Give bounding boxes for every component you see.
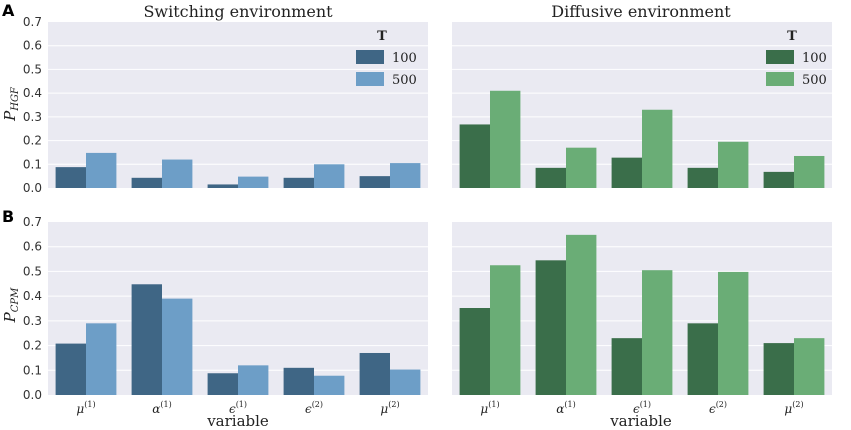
bar-500-2 — [642, 270, 673, 395]
legend-title: T — [787, 29, 797, 44]
bar-500-3 — [314, 375, 345, 395]
bar-500-1 — [566, 147, 597, 188]
category-label: ϵ(1) — [229, 400, 247, 416]
switching-title: Switching environment — [143, 2, 333, 21]
y-tick-label: 0.3 — [23, 314, 42, 328]
bar-500-0 — [490, 90, 521, 188]
bar-500-2 — [642, 109, 673, 188]
xlabel-diffusive: variable — [609, 412, 672, 430]
bar-100-4 — [763, 343, 794, 395]
y-tick-label: 0.7 — [23, 15, 42, 29]
legend-label-100: 100 — [802, 51, 827, 66]
bar-500-4 — [390, 163, 421, 188]
y-tick-label: 0.1 — [23, 363, 42, 377]
xlabel-switching: variable — [206, 412, 269, 430]
bar-100-1 — [131, 284, 162, 395]
y-tick-label: 0.6 — [23, 240, 42, 254]
bar-100-3 — [687, 323, 718, 395]
category-label: ϵ(2) — [305, 400, 323, 416]
legend-swatch-500 — [356, 72, 384, 86]
bar-100-1 — [131, 177, 162, 188]
bar-100-2 — [611, 338, 642, 395]
bar-100-2 — [207, 184, 238, 188]
panel-letter-a: A — [2, 1, 15, 20]
bar-100-3 — [283, 177, 314, 188]
y-tick-label: 0.2 — [23, 339, 42, 353]
category-label: ϵ(2) — [709, 400, 727, 416]
category-label: μ(1) — [76, 400, 95, 416]
bar-100-0 — [55, 343, 86, 395]
ylabel-hgf: PHGF — [1, 86, 21, 122]
y-tick-label: 0.2 — [23, 134, 42, 148]
bar-500-3 — [718, 141, 749, 188]
bar-500-1 — [162, 159, 193, 188]
legend-swatch-100 — [356, 50, 384, 64]
y-tick-label: 0.3 — [23, 110, 42, 124]
category-label: μ(2) — [380, 400, 399, 416]
legend-swatch-100 — [766, 50, 794, 64]
ylabel-cpm: PCPM — [1, 287, 21, 323]
bar-100-0 — [459, 124, 490, 188]
legend-title: T — [377, 29, 387, 44]
bar-500-0 — [490, 265, 521, 395]
bar-500-2 — [238, 365, 269, 395]
bar-500-0 — [86, 152, 117, 188]
chart-switching-hgf: 0.0 0.1 0.2 0.3 0.4 0.5 0.6 0.7 T 100 500 — [23, 15, 428, 195]
y-tick-label: 0.6 — [23, 39, 42, 53]
bar-100-1 — [535, 260, 566, 395]
legend: T 100 500 — [766, 29, 827, 88]
legend: T 100 500 — [356, 29, 417, 88]
y-tick-label: 0.4 — [23, 289, 42, 303]
chart-switching-cpm: 0.0 0.1 0.2 0.3 0.4 0.5 0.6 0.7 μ(1) α(1) ϵ(1) ϵ(2)… — [23, 215, 428, 416]
bar-100-4 — [763, 171, 794, 188]
bar-100-4 — [359, 352, 390, 395]
panel-letter-b: B — [2, 207, 14, 226]
category-label: μ(2) — [784, 400, 803, 416]
category-label: α(1) — [556, 400, 575, 416]
y-tick-label: 0.5 — [23, 62, 42, 76]
bar-100-1 — [535, 167, 566, 188]
y-tick-label: 0.0 — [23, 181, 42, 195]
legend-label-500: 500 — [802, 73, 827, 88]
bar-100-2 — [611, 157, 642, 188]
bar-100-0 — [55, 167, 86, 188]
bar-500-1 — [566, 234, 597, 395]
diffusive-title: Diffusive environment — [551, 2, 731, 21]
y-tick-label: 0.1 — [23, 157, 42, 171]
legend-swatch-500 — [766, 72, 794, 86]
y-tick-label: 0.4 — [23, 86, 42, 100]
bar-100-0 — [459, 308, 490, 395]
bar-100-4 — [359, 176, 390, 188]
y-tick-label: 0.0 — [23, 388, 42, 402]
category-label: ϵ(1) — [633, 400, 651, 416]
bar-500-4 — [390, 369, 421, 395]
y-tick-label: 0.7 — [23, 215, 42, 229]
bar-500-3 — [718, 271, 749, 395]
bar-500-0 — [86, 323, 117, 395]
legend-label-100: 100 — [392, 51, 417, 66]
bar-100-3 — [283, 367, 314, 395]
y-tick-label: 0.5 — [23, 264, 42, 278]
bar-500-1 — [162, 298, 193, 395]
bar-500-4 — [794, 338, 825, 395]
legend-label-500: 500 — [392, 73, 417, 88]
bar-100-3 — [687, 167, 718, 188]
bar-500-4 — [794, 155, 825, 188]
category-label: α(1) — [152, 400, 171, 416]
bar-500-3 — [314, 164, 345, 188]
chart-diffusive-hgf: T 100 500 — [452, 22, 832, 188]
bar-500-2 — [238, 176, 269, 188]
bar-100-2 — [207, 373, 238, 395]
category-label: μ(1) — [480, 400, 499, 416]
chart-diffusive-cpm: μ(1) α(1) ϵ(1) ϵ(2) μ(2) — [452, 222, 832, 416]
